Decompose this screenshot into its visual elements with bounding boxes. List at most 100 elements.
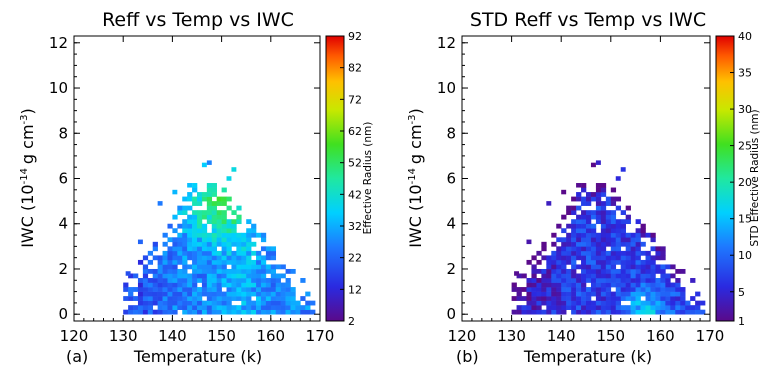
heatmap-cell [605,241,612,247]
heatmap-cell [275,264,281,270]
heatmap-cell [280,264,286,270]
heatmap-cell [571,291,577,297]
heatmap-cell [536,278,542,283]
heatmap-cell [581,183,587,188]
heatmap-cell [571,228,577,234]
heatmap-cell [546,287,552,292]
heatmap-cell [516,291,522,297]
heatmap-cell [605,250,612,256]
heatmap-cell [620,287,626,292]
heatmap-cell [206,205,213,211]
heatmap-cell [615,291,622,297]
heatmap-cell [605,296,612,301]
heatmap-cell [680,305,686,310]
heatmap-cell [630,259,636,265]
heatmap-cell [187,232,193,238]
heatmap-cell [645,300,651,306]
heatmap-cell [586,219,592,225]
colorbar-tick-label: 15 [738,213,752,226]
heatmap-cell [531,296,537,301]
heatmap-cell [576,228,582,234]
heatmap-cell [620,223,626,229]
heatmap-cell [211,250,217,256]
heatmap-cell [172,246,178,252]
heatmap-cell [206,287,213,292]
heatmap-cell [251,273,257,279]
heatmap-cell [571,305,577,310]
heatmap-cell [133,273,139,279]
heatmap-cell [206,246,213,252]
heatmap-cell [197,192,203,197]
heatmap-cell [581,282,587,288]
heatmap-cell [561,255,567,261]
heatmap-cell [571,296,577,301]
heatmap-cell [615,250,622,256]
heatmap-cell [670,282,676,288]
heatmap-cell [152,287,158,292]
heatmap-cell [201,300,208,306]
heatmap-cell [265,296,272,301]
heatmap-cell [157,259,163,265]
heatmap-cell [586,196,592,202]
x-tick-label: 140 [158,327,187,345]
heatmap-cell [576,214,582,220]
heatmap-cell [595,183,602,188]
heatmap-cell [197,278,203,283]
heatmap-cell [610,282,617,288]
heatmap-cell [305,305,311,310]
heatmap-cell [177,232,183,238]
heatmap-cell [581,296,587,301]
heatmap-cell [290,309,296,315]
heatmap-cell [265,268,272,274]
heatmap-cell [236,232,242,238]
heatmap-cell [226,196,232,202]
heatmap-cell [192,282,198,288]
heatmap-cell [162,268,168,274]
heatmap-cell [625,214,631,220]
heatmap-cell [590,273,597,279]
heatmap-cell [192,273,198,279]
heatmap-cell [192,228,198,234]
heatmap-cell [610,246,617,252]
heatmap-cell [620,241,626,247]
heatmap-cell [206,214,213,220]
heatmap-cell [576,192,582,197]
heatmap-cell [600,291,607,297]
heatmap-cell [226,273,232,279]
heatmap-cell [206,192,213,197]
heatmap-cell [586,296,592,301]
heatmap-cell [635,246,641,252]
heatmap-cell [260,264,267,270]
heatmap-cell [206,210,213,215]
heatmap-cell [586,278,592,283]
heatmap-cell [526,287,532,292]
heatmap-cell [260,296,267,301]
colorbar-tick-label: 10 [738,249,752,262]
heatmap-cell [576,250,582,256]
heatmap-cell [625,255,631,261]
heatmap-cell [241,278,247,283]
y-tick-label: 2 [446,260,456,278]
heatmap-cell [226,287,232,292]
heatmap-cell [571,250,577,256]
heatmap-cell [526,309,532,315]
heatmap-cell [521,273,527,279]
heatmap-cell [546,300,552,306]
heatmap-cell [620,219,626,225]
heatmap-cell [211,192,217,197]
heatmap-cell [635,219,641,225]
heatmap-cell [162,273,168,279]
heatmap-cell [556,291,562,297]
heatmap-cell [221,309,227,315]
heatmap-cell [256,305,262,310]
heatmap-cell [133,287,139,292]
heatmap-cell [216,250,222,256]
heatmap-cell [556,223,562,229]
heatmap-cell [251,278,257,283]
heatmap-cell [581,232,587,238]
heatmap-cell [290,296,296,301]
heatmap-cell [216,278,222,283]
heatmap-cell [231,309,237,315]
y-axis-label-close: ) [18,108,37,114]
heatmap-cell [226,237,232,243]
